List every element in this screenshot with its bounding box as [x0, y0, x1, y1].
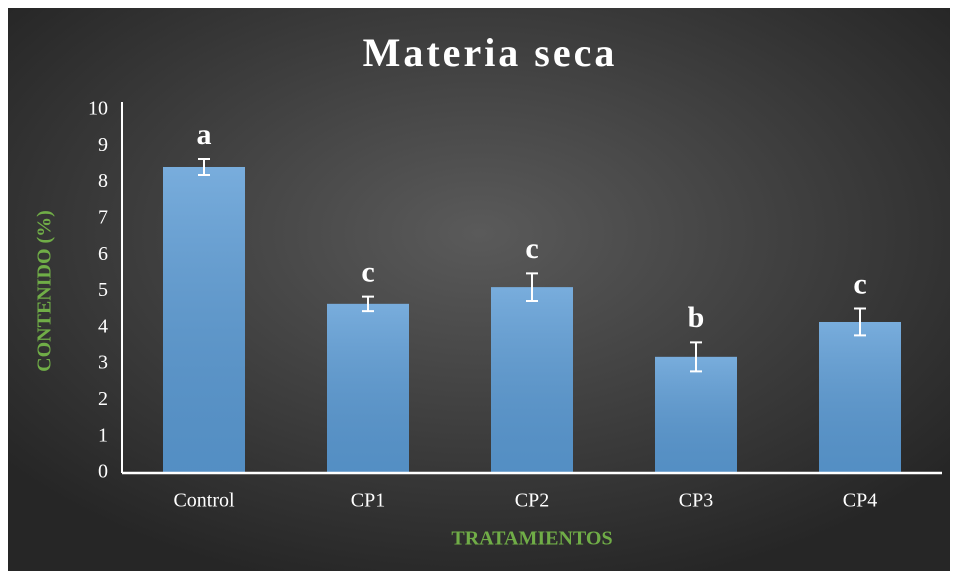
x-tick-label: Control — [173, 490, 235, 512]
x-tick-label: CP2 — [515, 490, 549, 512]
y-tick-label: 1 — [98, 424, 108, 446]
error-bar — [854, 307, 866, 337]
x-tick-label: CP4 — [843, 490, 877, 512]
significance-letter: a — [197, 118, 212, 151]
error-bar — [362, 295, 374, 313]
chart-background — [8, 8, 950, 571]
bar-shade — [655, 356, 737, 473]
chart-title: Materia seca — [363, 30, 618, 75]
error-bar — [526, 272, 538, 302]
y-tick-label: 3 — [98, 352, 108, 374]
x-tick-label: CP1 — [351, 490, 385, 512]
y-tick-label: 7 — [98, 206, 108, 228]
y-tick-label: 4 — [98, 315, 108, 337]
x-tick-label: CP3 — [679, 490, 713, 512]
y-tick-label: 0 — [98, 461, 108, 483]
y-tick-label: 6 — [98, 243, 108, 265]
bar-shade — [819, 321, 901, 473]
error-bar — [198, 158, 210, 176]
error-bar — [690, 341, 702, 373]
x-axis-label: TRATAMIENTOS — [451, 528, 612, 550]
y-tick-label: 2 — [98, 388, 108, 410]
y-tick-label: 9 — [98, 134, 108, 156]
significance-letter: c — [525, 232, 538, 265]
y-tick-label: 5 — [98, 279, 108, 301]
bar-shade — [163, 166, 245, 473]
bar-shade — [327, 303, 409, 473]
significance-letter: b — [688, 301, 705, 334]
significance-letter: c — [853, 267, 866, 300]
significance-letter: c — [361, 255, 374, 288]
y-axis-label: CONTENIDO (%) — [34, 210, 56, 372]
y-tick-label: 8 — [98, 170, 108, 192]
y-tick-label: 10 — [88, 98, 108, 120]
bar-shade — [491, 287, 573, 473]
